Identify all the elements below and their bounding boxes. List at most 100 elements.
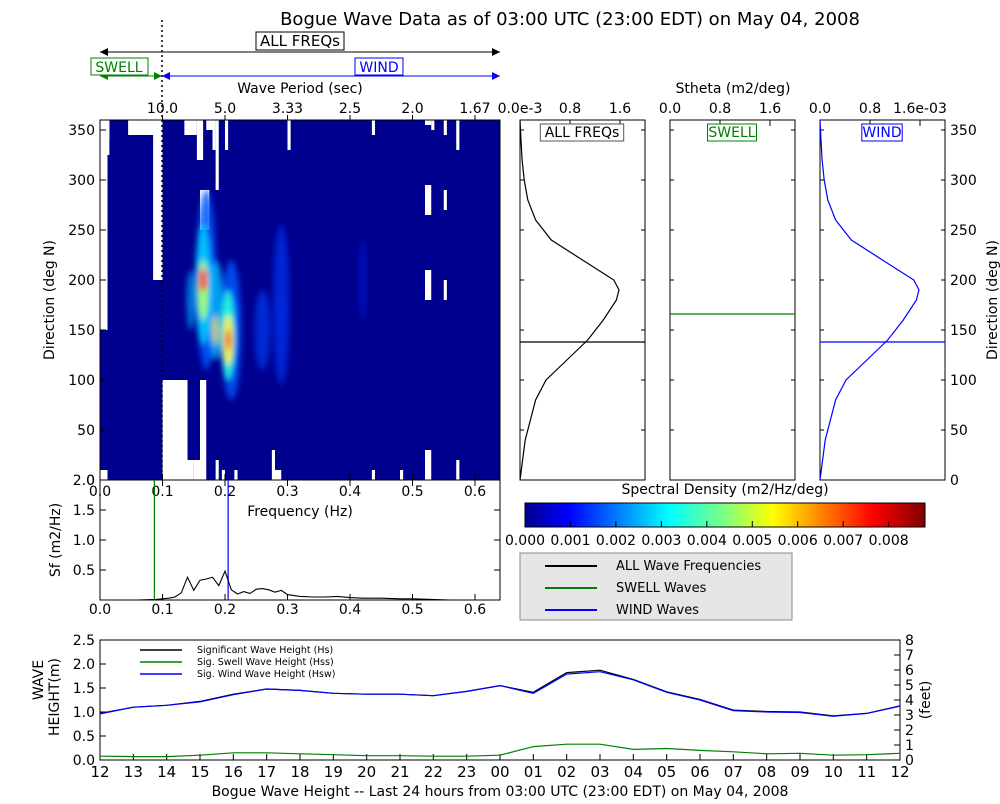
spectral-hotspot: [207, 260, 224, 360]
wh-xtick-label: 03: [590, 763, 609, 781]
stheta-xtick-label: 0.8: [559, 101, 581, 117]
wh-ytick-label-right: 4: [905, 693, 914, 709]
fs-xtick-label-top: 0.6: [464, 484, 486, 500]
wave-height-series: [99, 743, 901, 758]
wh-xtick-label: 12: [90, 763, 109, 781]
fs-xtick-label: 0.3: [276, 602, 298, 618]
wh-ytick-label-right: 8: [905, 633, 914, 649]
wh-ytick-label: 0.5: [73, 729, 95, 745]
no-data-cell: [371, 120, 375, 135]
wh-ytick-label-right: 5: [905, 678, 914, 694]
wh-xtick-label: 13: [124, 763, 143, 781]
spectral-hotspot: [273, 225, 290, 385]
wh-xtick-label: 20: [357, 763, 376, 781]
no-data-cell: [107, 120, 110, 140]
stheta-ytick-label: 50: [950, 423, 968, 439]
wh-xtick-label: 08: [757, 763, 776, 781]
stheta-curve: [519, 119, 620, 481]
figure-title: Bogue Wave Data as of 03:00 UTC (23:00 E…: [280, 9, 860, 30]
fs-xtick-label: 0.1: [151, 602, 173, 618]
heatmap-ylabel: Direction (deg N): [42, 240, 58, 360]
fs-xtick-label-top: 0.3: [276, 484, 298, 500]
stheta-panel-all: 0.0e-3 0.8 1.6 ALL FREQs: [498, 101, 646, 481]
no-data-cell: [431, 120, 435, 130]
stheta-ylabel: Direction (deg N): [985, 240, 1000, 360]
fs-xtick-label: 0.4: [339, 602, 361, 618]
stheta-ytick-label: 100: [950, 373, 977, 389]
wh-xtick-label: 16: [224, 763, 243, 781]
stheta-panel-wind: 0.0 0.8 1.6e-03 WIND 0 50 100 150 200 250 300 350 Di…: [809, 101, 1000, 489]
wh-ytick-label-right: 3: [905, 708, 914, 724]
stheta-label-box: [707, 123, 757, 142]
stheta-label-box: [861, 123, 903, 142]
stheta-xtick-label: 1.6: [759, 101, 781, 117]
fs-xtick-label-top: 0.0: [89, 484, 111, 500]
period-tick-label: 5.0: [214, 101, 236, 117]
wh-xtick-label: 02: [557, 763, 576, 781]
stheta-frame: [519, 119, 646, 481]
no-data-cell: [400, 470, 404, 480]
colorbar-tick-label: 0.007: [823, 533, 863, 549]
stheta-panel-label: SWELL: [708, 125, 755, 141]
wh-xtick-label: 09: [790, 763, 809, 781]
stheta-xtick-label: 0.8: [859, 101, 881, 117]
colorbar-tick-label: 0.001: [550, 533, 590, 549]
wind-band-label: WIND: [359, 60, 398, 76]
wave-height-plot: 12 13 14 15 16 17 18 19 20 21 22 23 00 01 02 03 04 05 06 07…: [31, 633, 934, 800]
wh-legend-label: Sig. Swell Wave Height (Hss): [197, 657, 334, 668]
fs-xtick-label-top: 0.1: [151, 484, 173, 500]
wh-legend-label: Significant Wave Height (Hs): [197, 645, 333, 656]
stheta-frame: [819, 119, 946, 481]
colorbar-tick-label: 0.002: [596, 533, 636, 549]
heatmap-ytick-label: 100: [68, 373, 95, 389]
heatmap-ytick-label: 150: [68, 323, 95, 339]
no-data-cell: [196, 120, 204, 160]
wh-ytick-label-right: 0: [905, 753, 914, 769]
wh-xtick-label: 18: [290, 763, 309, 781]
fs-xtick-label-top: 0.4: [339, 484, 361, 500]
heatmap-ytick-label: 50: [77, 423, 95, 439]
stheta-ytick-label: 150: [950, 323, 977, 339]
no-data-cell: [162, 450, 188, 480]
fs-xtick-label: 0.2: [214, 602, 236, 618]
no-data-cell: [456, 120, 460, 150]
fs-xtick-label: 0.0: [89, 602, 111, 618]
stheta-ytick-label: 250: [950, 223, 977, 239]
wh-xtick-label: 12: [890, 763, 909, 781]
colorbar-tick-label: 0.003: [641, 533, 681, 549]
no-data-cell: [225, 120, 229, 150]
wh-xtick-label: 11: [857, 763, 876, 781]
no-data-cell: [275, 470, 282, 480]
legend: ALL Wave Frequencies SWELL Waves WIND Wave…: [519, 552, 793, 621]
period-tick-label: 10.0: [147, 101, 178, 117]
stheta-ytick-label: 300: [950, 173, 977, 189]
spectral-hotspot: [199, 268, 208, 292]
wave-period-label: Wave Period (sec): [237, 81, 363, 97]
wh-xtick-label: 06: [690, 763, 709, 781]
colorbar-tick-label: 0.004: [687, 533, 727, 549]
wh-ytick-label: 1.0: [73, 705, 95, 721]
stheta-curve: [819, 119, 920, 481]
no-data-cell: [425, 120, 432, 125]
stheta-xtick-label: 0.0: [809, 101, 831, 117]
legend-label: WIND Waves: [616, 603, 699, 618]
no-data-cell: [425, 450, 432, 480]
stheta-panel-label: WIND: [862, 125, 901, 141]
wh-ytick-label: 1.5: [73, 681, 95, 697]
no-data-cell: [215, 120, 219, 190]
spectral-hotspot: [225, 330, 232, 350]
no-data-cell: [212, 120, 216, 150]
no-data-cell: [443, 280, 447, 300]
no-data-cell: [100, 120, 108, 330]
colorbar-tick-label: 0.005: [732, 533, 772, 549]
swell-band-label: SWELL: [95, 60, 142, 76]
wave-height-ylabel-line1: WAVE: [31, 660, 47, 700]
fs-xtick-label-top: 0.5: [401, 484, 423, 500]
fs-ytick-label: 0.5: [73, 563, 95, 579]
legend-label: SWELL Waves: [616, 581, 707, 596]
no-data-cell: [425, 185, 432, 215]
stheta-ytick-label: 0: [950, 473, 959, 489]
spectral-hotspot: [212, 315, 219, 345]
